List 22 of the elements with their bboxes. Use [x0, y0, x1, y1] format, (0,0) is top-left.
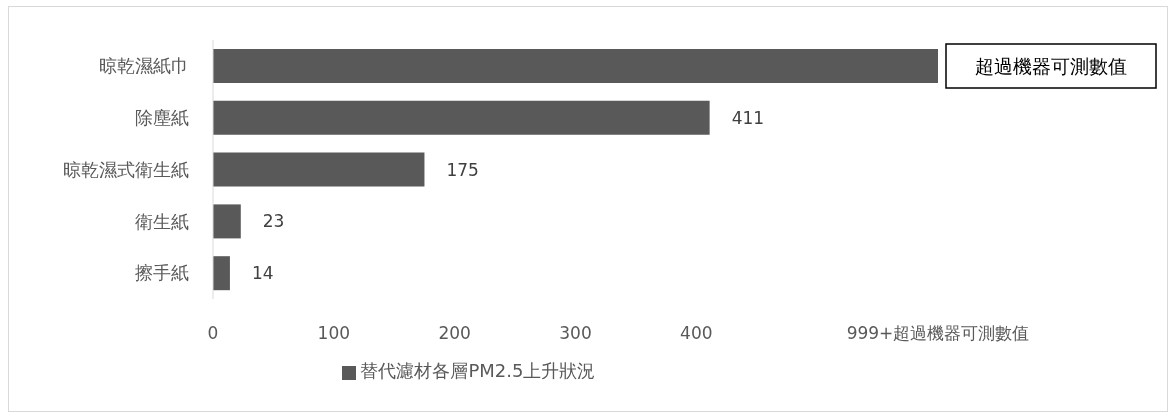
bar	[213, 100, 710, 135]
y-tick-label: 晾乾濕紙巾	[99, 55, 189, 77]
y-tick-label: 晾乾濕式衛生紙	[63, 158, 189, 180]
bar	[213, 204, 241, 239]
y-tick-label: 擦手紙	[135, 262, 189, 284]
x-tick-label: 100	[317, 323, 351, 344]
x-tick-label: 200	[438, 323, 471, 344]
data-label: 超過機器可測數值	[975, 55, 1127, 77]
data-label: 14	[251, 263, 274, 284]
x-tick-label: 400	[680, 323, 713, 344]
x-tick-label: 0	[207, 323, 219, 344]
bar	[213, 152, 425, 187]
x-tick-label: 300	[559, 323, 592, 344]
data-label: 411	[731, 107, 765, 128]
legend-label: 替代濾材各層PM2.5上升狀況	[360, 360, 596, 381]
y-tick-label: 衛生紙	[135, 210, 189, 232]
data-label: 175	[446, 159, 479, 180]
x-tick-label: 999+超過機器可測數值	[846, 323, 1030, 344]
bar	[213, 49, 938, 83]
bar	[213, 256, 230, 291]
data-label: 23	[262, 211, 285, 232]
y-tick-label: 除塵紙	[135, 107, 189, 129]
